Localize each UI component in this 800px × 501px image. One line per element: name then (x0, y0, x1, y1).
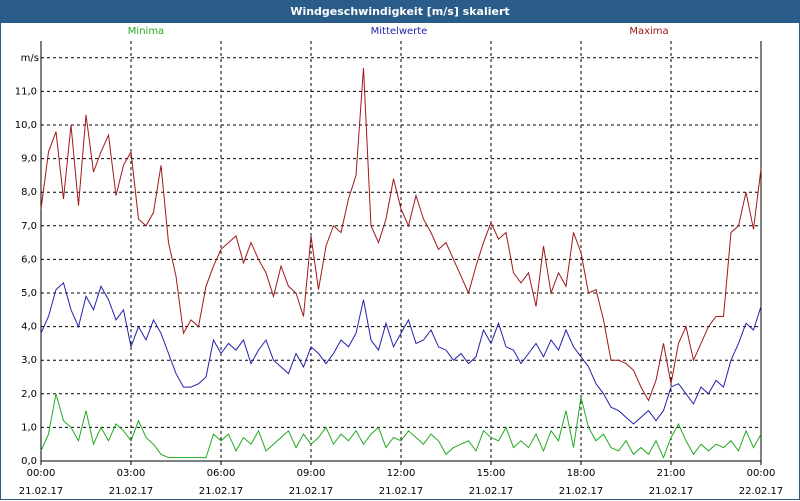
x-tick-date: 22.02.17 (739, 486, 784, 497)
legend-minima: Minima (128, 26, 164, 37)
y-axis-ticks: 0,0 1,0 2,0 3,0 4,0 5,0 6,0 7,0 8,0 9,0 10,0 11,0 m/… (15, 53, 39, 467)
x-tick-time: 00:00 (27, 468, 56, 479)
series-line-maxima (40, 67, 762, 402)
window-title: Windgeschwindigkeit [m/s] skaliert (1, 1, 799, 23)
x-tick-date: 21.02.17 (469, 486, 514, 497)
x-tick-time: 03:00 (117, 468, 146, 479)
x-tick-time: 06:00 (207, 468, 236, 479)
y-tick-label: 5,0 (21, 288, 37, 299)
x-tick-time: 15:00 (477, 468, 506, 479)
y-tick-label: 10,0 (15, 120, 37, 131)
x-tick-time: 09:00 (297, 468, 326, 479)
legend: Minima Mittelwerte Maxima (128, 26, 669, 37)
series-lines (40, 67, 762, 459)
x-tick-time: 00:00 (747, 468, 776, 479)
y-axis-unit: m/s (21, 53, 39, 64)
x-axis-ticks: 00:00 21.02.17 03:00 21.02.17 06:00 21.02.17 0… (19, 468, 784, 497)
y-tick-label: 1,0 (21, 422, 37, 433)
series-line-mittelwerte (40, 281, 762, 425)
axes (40, 41, 762, 465)
y-tick-label: 9,0 (21, 154, 37, 165)
y-tick-label: 8,0 (21, 187, 37, 198)
x-tick-time: 12:00 (387, 468, 416, 479)
y-tick-label: 3,0 (21, 355, 37, 366)
legend-maxima: Maxima (629, 26, 668, 37)
x-tick-date: 21.02.17 (649, 486, 694, 497)
y-tick-label: 4,0 (21, 322, 37, 333)
y-tick-label: 11,0 (15, 86, 37, 97)
x-tick-time: 18:00 (567, 468, 596, 479)
x-tick-date: 21.02.17 (289, 486, 334, 497)
y-tick-label: 0,0 (21, 456, 37, 467)
y-tick-label: 2,0 (21, 389, 37, 400)
x-tick-date: 21.02.17 (109, 486, 154, 497)
x-tick-date: 21.02.17 (199, 486, 244, 497)
y-tick-label: 6,0 (21, 254, 37, 265)
x-tick-date: 21.02.17 (559, 486, 604, 497)
y-tick-label: 7,0 (21, 221, 37, 232)
x-tick-time: 21:00 (657, 468, 686, 479)
x-tick-date: 21.02.17 (19, 486, 64, 497)
x-tick-date: 21.02.17 (379, 486, 424, 497)
grid (41, 41, 761, 461)
legend-mittelwerte: Mittelwerte (371, 26, 428, 37)
series-line-minima (40, 393, 762, 459)
